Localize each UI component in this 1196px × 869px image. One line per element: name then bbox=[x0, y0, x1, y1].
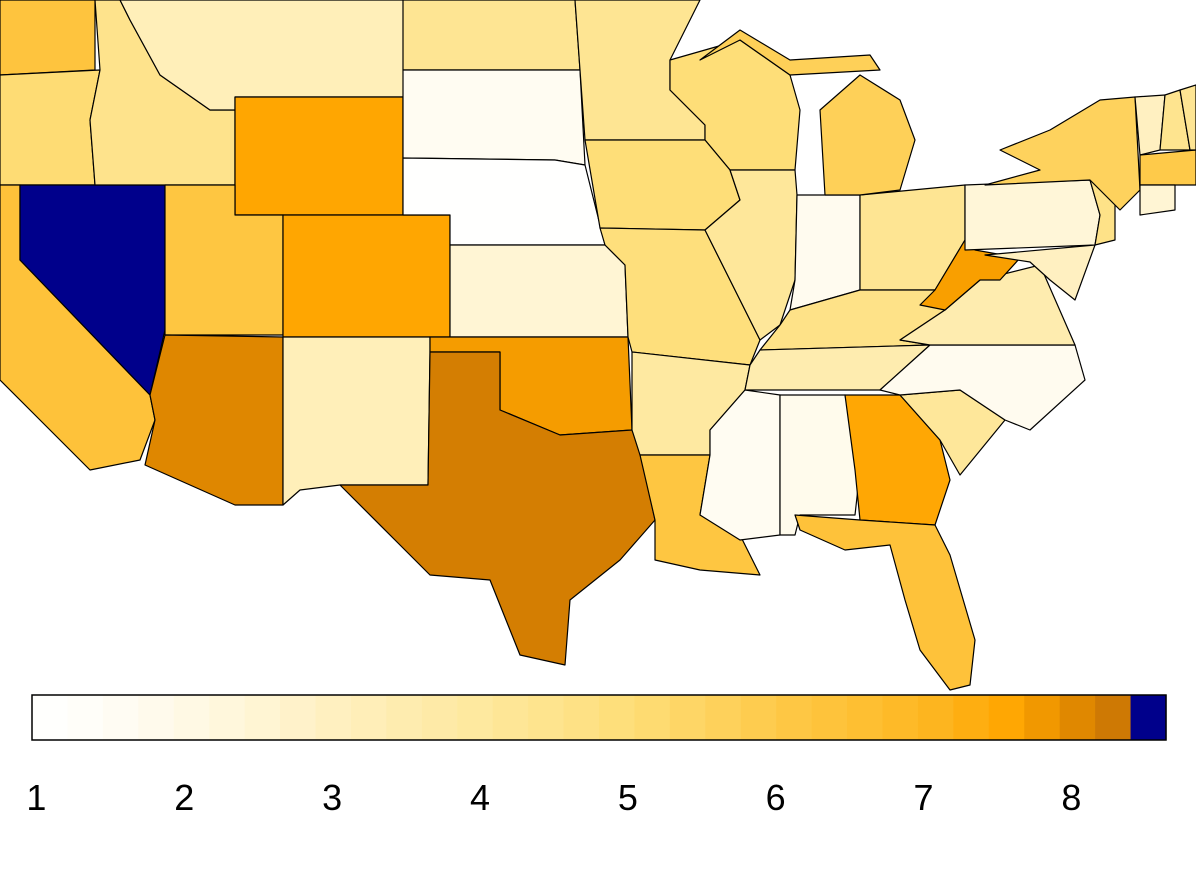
colorbar-band bbox=[599, 695, 636, 740]
colorbar-band bbox=[811, 695, 848, 740]
colorbar-band bbox=[138, 695, 175, 740]
tick-label: 5 bbox=[618, 777, 638, 818]
state bbox=[699, 29, 916, 196]
tick-label: 4 bbox=[470, 777, 490, 818]
state-layer bbox=[0, 0, 1196, 691]
state bbox=[0, 0, 96, 76]
colorbar-band bbox=[315, 695, 352, 740]
colorbar-band bbox=[847, 695, 884, 740]
colorbar-band bbox=[740, 695, 777, 740]
colorbar-band bbox=[1130, 695, 1167, 740]
tick-label: 3 bbox=[322, 777, 342, 818]
state bbox=[704, 169, 798, 341]
colorbar-band bbox=[953, 695, 990, 740]
tick-label: 8 bbox=[1061, 777, 1081, 818]
colorbar-band bbox=[669, 695, 706, 740]
colorbar-band bbox=[492, 695, 529, 740]
state bbox=[584, 139, 741, 231]
state bbox=[794, 514, 976, 691]
state bbox=[144, 334, 284, 506]
colorbar-band bbox=[988, 695, 1025, 740]
colorbar-band bbox=[776, 695, 813, 740]
tick-label: 6 bbox=[766, 777, 786, 818]
colorbar-band bbox=[917, 695, 954, 740]
state bbox=[402, 0, 581, 71]
state bbox=[699, 389, 781, 541]
tick-label: 1 bbox=[26, 777, 46, 818]
colorbar-band bbox=[32, 695, 69, 740]
colorbar-band bbox=[244, 695, 281, 740]
colorbar-band bbox=[421, 695, 458, 740]
state bbox=[984, 244, 1096, 301]
colorbar-band bbox=[563, 695, 600, 740]
colorbar-band bbox=[280, 695, 317, 740]
state bbox=[1139, 184, 1176, 216]
colorbar-band bbox=[209, 695, 246, 740]
colorbar-band bbox=[634, 695, 671, 740]
colorbar-band bbox=[705, 695, 742, 740]
state bbox=[0, 69, 101, 186]
colorbar-band bbox=[67, 695, 104, 740]
state bbox=[339, 351, 656, 666]
state bbox=[402, 69, 586, 166]
state bbox=[282, 214, 451, 338]
colorbar-band bbox=[173, 695, 210, 740]
colorbar-band bbox=[350, 695, 387, 740]
colorbar-band bbox=[1059, 695, 1096, 740]
state bbox=[984, 96, 1141, 211]
colorbar-band bbox=[882, 695, 919, 740]
tick-label: 7 bbox=[914, 777, 934, 818]
colorbar-band bbox=[1095, 695, 1132, 740]
tick-label: 2 bbox=[174, 777, 194, 818]
state bbox=[449, 244, 629, 338]
colorbar-band bbox=[528, 695, 565, 740]
colorbar-frame bbox=[31, 694, 1167, 741]
state bbox=[234, 96, 404, 216]
state bbox=[1179, 84, 1196, 151]
colorbar-band bbox=[1024, 695, 1061, 740]
state bbox=[964, 179, 1101, 251]
colorbar-band bbox=[102, 695, 139, 740]
colorbar-band bbox=[457, 695, 494, 740]
color-legend: 1 2 3 4 5 6 7 8 bbox=[26, 694, 1167, 818]
state bbox=[1139, 149, 1196, 186]
colorbar-band bbox=[386, 695, 423, 740]
state bbox=[282, 336, 431, 506]
